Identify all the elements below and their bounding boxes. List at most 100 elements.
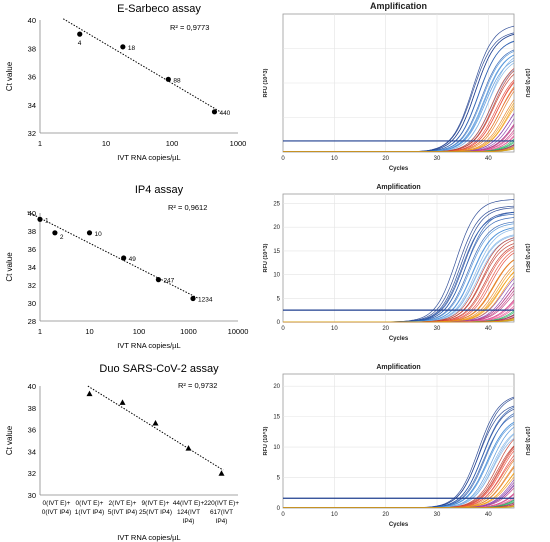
trendline (87, 385, 224, 471)
trendline (62, 18, 222, 113)
y-tick-label: 0 (277, 506, 281, 512)
x-tick-label: 10 (331, 156, 338, 162)
data-point (52, 230, 58, 236)
data-point (185, 445, 192, 451)
y-tick-label: 10 (273, 273, 280, 279)
r-squared-label: R² = 0,9612 (168, 203, 207, 212)
y-axis-label-right: (10^3) RFU (524, 427, 530, 456)
y-axis-label-right: (10^3) RFU (524, 69, 530, 98)
point-label: 10 (95, 231, 103, 238)
x-tick-label: 10 (331, 326, 338, 332)
x-tick-label: 30 (434, 326, 441, 332)
y-tick-label: 10 (273, 445, 280, 451)
x-tick-label: 0 (281, 326, 285, 332)
point-label: 18 (128, 45, 136, 52)
y-tick-label: 40 (28, 209, 36, 218)
y-tick-label: 20 (273, 225, 280, 231)
y-tick-label: 15 (273, 415, 280, 421)
y-axis-label: Ct value (5, 425, 14, 455)
data-point (77, 31, 83, 37)
y-tick-label: 28 (28, 317, 36, 326)
x-tick-label: 0 (281, 512, 285, 518)
y-axis-label: RFU (10^3) (263, 243, 269, 272)
x-axis-label: Cycles (389, 522, 409, 528)
x-tick-label: 0(IVT E)+ (76, 500, 104, 507)
x-tick-label: 40 (485, 156, 492, 162)
e-sarbeco-chart: E-Sarbeco assay 32 34 36 38 40 Ct value IVT RNA… (5, 3, 247, 162)
x-tick-label: 40 (485, 326, 492, 332)
x-tick-label: 0 (281, 156, 285, 162)
x-tick-label: 25(IVT IP4) (139, 509, 172, 516)
y-axis-label: Ct value (5, 252, 14, 282)
point-label: 1 (45, 217, 49, 224)
r-squared-label: R² = 0,9773 (170, 23, 209, 32)
y-axis-label-right: (10^3) RFU (524, 244, 530, 273)
x-tick-label: 30 (434, 156, 441, 162)
x-tick-label: 0(IVT E)+ (43, 500, 71, 507)
x-tick-label: 1(IVT IP4) (75, 509, 105, 516)
x-tick-label: 100 (166, 139, 179, 148)
point-label: 1234 (198, 297, 213, 304)
chart-title: E-Sarbeco assay (117, 3, 201, 15)
y-tick-label: 40 (28, 16, 36, 25)
y-tick-label: 36 (28, 426, 36, 435)
x-axis-label: IVT RNA copies/µL (117, 341, 180, 350)
amplification-chart-2: Amplification 0 10 20 30 40 0 5 10 15 20 25 Cycles RF… (263, 184, 530, 342)
y-tick-label: 15 (273, 249, 280, 255)
point-label: 247 (163, 278, 174, 285)
y-tick-label: 32 (28, 281, 36, 290)
y-tick-label: 38 (28, 44, 36, 53)
chart-title: IP4 assay (135, 184, 184, 196)
y-axis-label: RFU (10^3) (263, 426, 269, 455)
y-tick-label: 0 (277, 320, 281, 326)
data-point (37, 216, 43, 222)
data-point (155, 277, 162, 283)
x-tick-label: 1000 (180, 327, 197, 336)
y-tick-label: 32 (28, 469, 36, 478)
y-axis-label: RFU (10^3) (263, 68, 269, 97)
chart-title: Amplification (370, 1, 427, 11)
x-axis-label: IVT RNA copies/µL (117, 153, 180, 162)
y-tick-label: 38 (28, 404, 36, 413)
data-point (218, 470, 225, 476)
x-tick-label: 2(IVT E)+ (109, 500, 137, 507)
x-tick-label: 5(IVT IP4) (108, 509, 138, 516)
data-point (119, 399, 126, 405)
y-axis-label: Ct value (5, 61, 14, 91)
x-tick-label: 9(IVT E)+ (142, 500, 170, 507)
x-tick-label: 1 (38, 139, 42, 148)
point-label: 440 (219, 110, 230, 117)
x-tick-label: 617(IVT (210, 509, 233, 516)
x-tick-label: 30 (434, 512, 441, 518)
y-tick-label: 30 (28, 299, 36, 308)
x-axis-label: Cycles (389, 336, 409, 342)
amplification-curve (283, 148, 515, 153)
x-tick-label: 10 (85, 327, 93, 336)
y-tick-label: 30 (28, 491, 36, 500)
x-tick-label: 1000 (230, 139, 247, 148)
y-tick-label: 36 (28, 245, 36, 254)
x-tick-label: 10 (331, 512, 338, 518)
y-tick-label: 34 (28, 101, 36, 110)
data-point (190, 295, 196, 302)
y-tick-label: 36 (28, 73, 36, 82)
plot-area (282, 373, 515, 509)
data-point (165, 76, 171, 82)
x-tick-label: 0(IVT IP4) (42, 509, 72, 516)
amplification-curve (283, 319, 515, 323)
r-squared-label: R² = 0,9732 (178, 381, 217, 390)
point-label: 49 (129, 256, 137, 263)
x-tick-label: 20 (382, 326, 389, 332)
data-point (152, 420, 159, 426)
y-tick-label: 5 (277, 296, 281, 302)
y-tick-label: 34 (28, 263, 36, 272)
x-tick-label: 44(IVT E)+ (173, 500, 205, 507)
point-label: 2 (60, 234, 64, 241)
data-point (86, 230, 93, 236)
x-tick-label: 20 (382, 512, 389, 518)
data-point (86, 390, 93, 397)
duo-sars-cov2-chart: Duo SARS-CoV-2 assay 30 32 34 36 38 40 Ct value… (5, 363, 239, 542)
y-tick-label: 40 (28, 382, 36, 391)
